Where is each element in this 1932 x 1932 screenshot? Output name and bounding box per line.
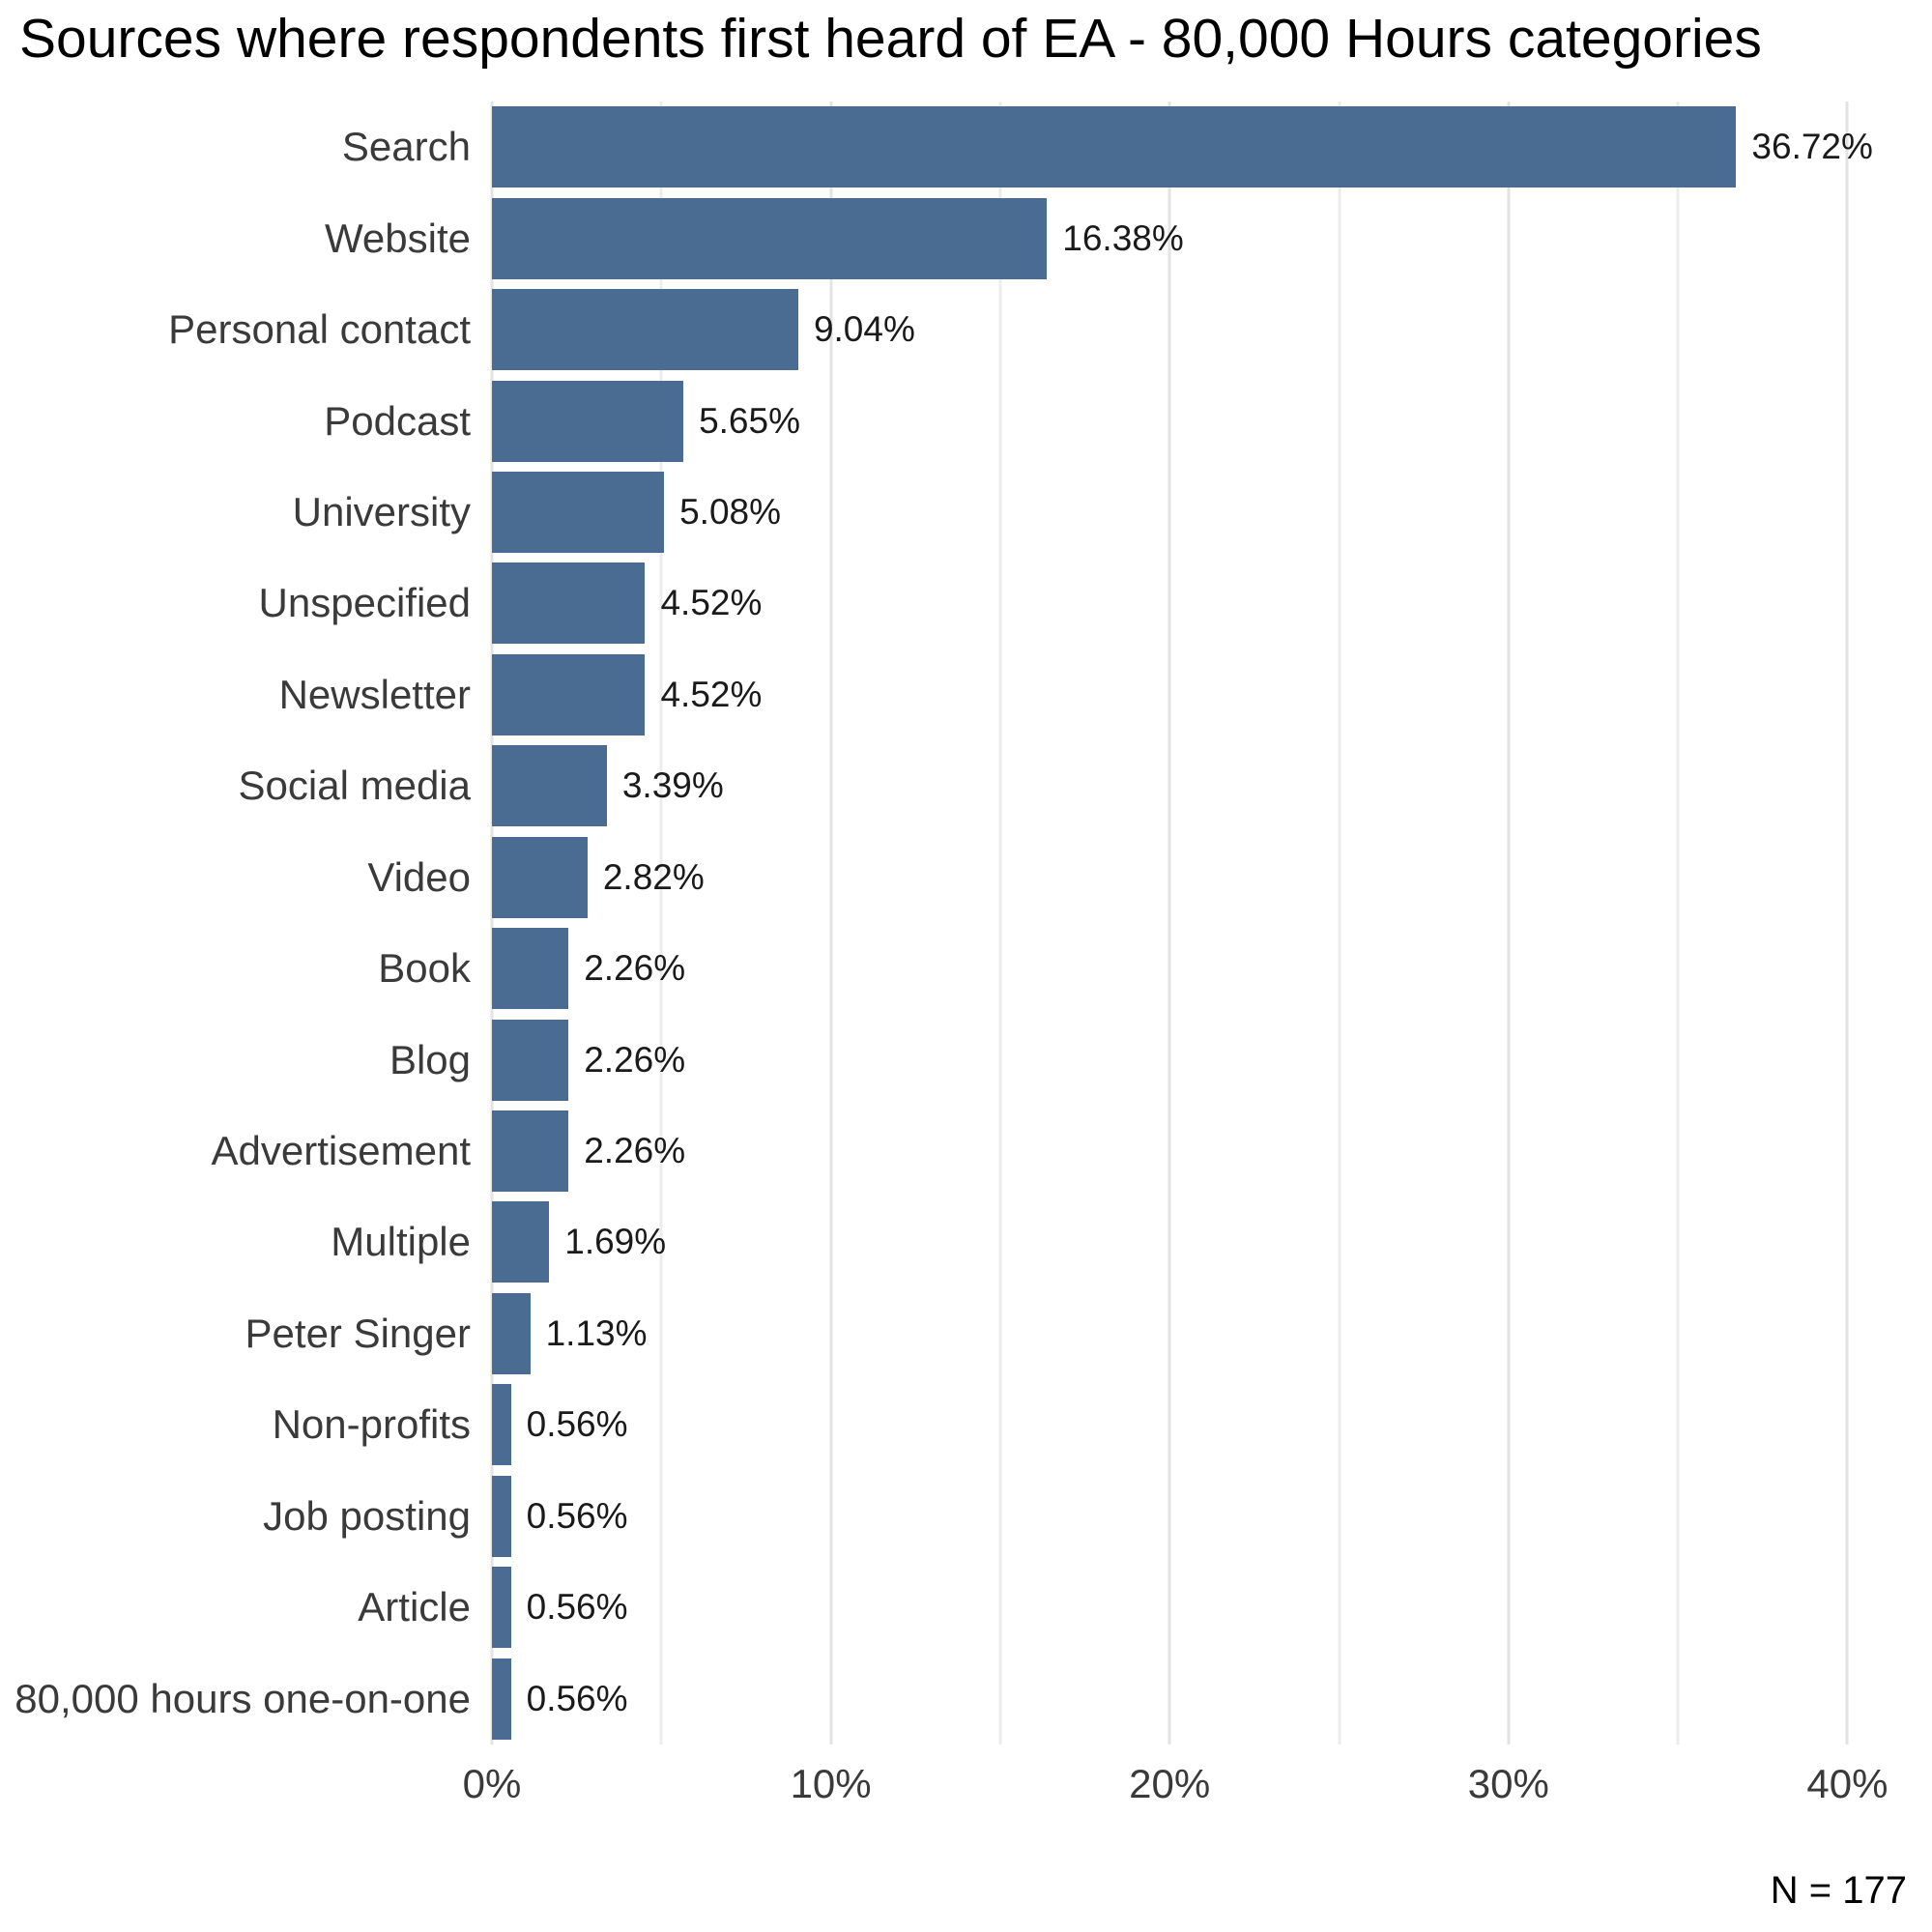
major-gridline (490, 101, 494, 1745)
category-label: Non-profits (272, 1401, 471, 1448)
bar-row: 4.52% (492, 558, 1885, 649)
bar (492, 289, 798, 371)
bar (492, 1110, 569, 1193)
bar (492, 380, 684, 462)
minor-gridline (1676, 101, 1680, 1745)
bar (492, 471, 665, 553)
value-label: 1.69% (564, 1222, 667, 1262)
value-label: 2.26% (584, 1039, 686, 1080)
value-label: 5.08% (679, 491, 782, 532)
value-label: 0.56% (526, 1587, 628, 1628)
value-label: 0.56% (526, 1404, 628, 1445)
bar (492, 1019, 569, 1101)
sample-size-note: N = 177 (1770, 1869, 1907, 1912)
category-label: Personal contact (168, 306, 471, 353)
bar (492, 1567, 511, 1649)
bar-row: 0.56% (492, 1379, 1885, 1470)
category-label: Unspecified (258, 580, 471, 626)
bar-row: 2.26% (492, 1106, 1885, 1197)
value-label: 1.13% (545, 1312, 648, 1353)
major-gridline (1507, 101, 1511, 1745)
bar-row: 2.26% (492, 1014, 1885, 1105)
bar (492, 1475, 511, 1557)
bar-row: 2.82% (492, 832, 1885, 923)
category-label: Job posting (263, 1492, 471, 1539)
category-label: University (292, 488, 471, 534)
bar-row: 1.13% (492, 1288, 1885, 1379)
bar-row: 0.56% (492, 1653, 1885, 1744)
minor-gridline (998, 101, 1002, 1745)
bar-row: 0.56% (492, 1471, 1885, 1562)
value-label: 2.26% (584, 948, 686, 989)
bar (492, 653, 646, 735)
bar (492, 836, 588, 918)
value-label: 4.52% (660, 583, 763, 623)
major-gridline (1168, 101, 1171, 1745)
bar (492, 1384, 511, 1466)
y-axis-labels: Search Website Personal contact Podcast Univ… (0, 101, 471, 1745)
x-axis: 0% 10% 20% 30% 40% (463, 1757, 1889, 1815)
value-label: 3.39% (621, 765, 724, 806)
category-label: Blog (389, 1036, 471, 1082)
category-label: Podcast (324, 397, 471, 444)
value-label: 4.52% (660, 674, 763, 714)
bar-row: 1.69% (492, 1197, 1885, 1287)
bar-row: 36.72% (492, 101, 1885, 192)
category-label: Multiple (331, 1219, 471, 1265)
bar-row: 9.04% (492, 284, 1885, 375)
major-gridline (1845, 101, 1849, 1745)
bar (492, 928, 569, 1010)
bar (492, 562, 646, 645)
bar-row: 2.26% (492, 923, 1885, 1014)
x-tick-label: 0% (462, 1761, 522, 1806)
bar-row: 3.39% (492, 740, 1885, 831)
minor-gridline (1338, 101, 1341, 1745)
bar (492, 197, 1048, 279)
bar (492, 106, 1737, 188)
bar-row: 5.65% (492, 375, 1885, 466)
bar (492, 1658, 511, 1740)
category-label: Advertisement (211, 1128, 471, 1174)
category-label: Peter Singer (245, 1310, 471, 1356)
x-tick-label: 20% (1129, 1761, 1211, 1806)
x-tick-label: 40% (1806, 1761, 1889, 1806)
value-label: 9.04% (813, 309, 915, 350)
value-label: 16.38% (1062, 217, 1184, 258)
plot-panel: 36.72% 16.38% 9.04% 5.65% 5.08% 4.52% 4.52% 3.3… (490, 101, 1885, 1745)
value-label: 36.72% (1751, 127, 1873, 167)
bar-rows: 36.72% 16.38% 9.04% 5.65% 5.08% 4.52% 4.52% 3.3… (492, 101, 1885, 1745)
category-label: Newsletter (278, 671, 471, 717)
category-label: Article (358, 1584, 471, 1630)
x-tick-label: 30% (1467, 1761, 1549, 1806)
bar (492, 745, 607, 827)
bar-row: 0.56% (492, 1562, 1885, 1653)
bar-row: 5.08% (492, 467, 1885, 558)
value-label: 5.65% (699, 400, 800, 441)
bar-row: 4.52% (492, 649, 1885, 740)
minor-gridline (659, 101, 663, 1745)
major-gridline (829, 101, 833, 1745)
category-label: 80,000 hours one-on-one (14, 1675, 471, 1721)
value-label: 2.26% (584, 1131, 686, 1171)
bar (492, 1292, 531, 1374)
value-label: 0.56% (526, 1495, 628, 1536)
category-label: Video (367, 853, 471, 900)
value-label: 2.82% (602, 856, 705, 897)
bar (492, 1201, 550, 1283)
bar-row: 16.38% (492, 192, 1885, 283)
category-label: Website (325, 215, 471, 261)
chart-title: Sources where respondents first heard of… (19, 8, 1762, 70)
x-tick-label: 10% (790, 1761, 872, 1806)
category-label: Social media (238, 763, 471, 809)
category-label: Search (341, 124, 471, 170)
category-label: Book (378, 945, 471, 992)
value-label: 0.56% (526, 1678, 628, 1718)
